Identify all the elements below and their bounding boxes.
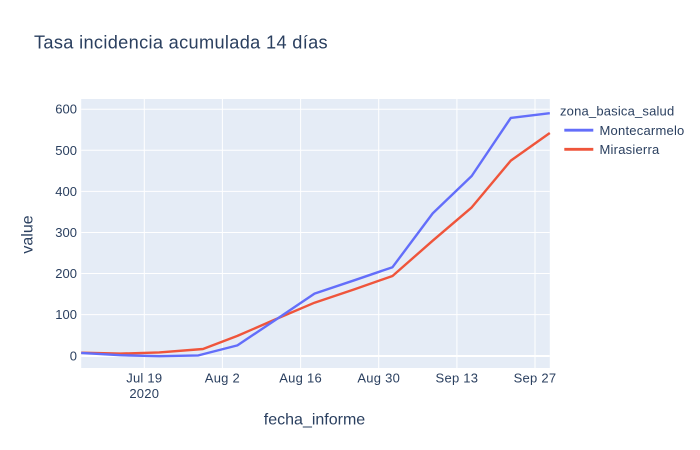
svg-text:value: value (20, 215, 37, 253)
svg-text:500: 500 (55, 143, 77, 158)
svg-text:100: 100 (55, 307, 77, 322)
svg-text:Montecarmelo: Montecarmelo (600, 123, 685, 138)
svg-text:fecha_informe: fecha_informe (264, 412, 365, 429)
svg-text:300: 300 (55, 225, 77, 240)
svg-text:Sep 13: Sep 13 (436, 371, 479, 386)
svg-text:Jul 19: Jul 19 (126, 371, 162, 386)
svg-text:Sep 27: Sep 27 (514, 371, 557, 386)
svg-text:zona_basica_salud: zona_basica_salud (560, 104, 674, 119)
svg-text:Aug 2: Aug 2 (205, 371, 240, 386)
svg-text:2020: 2020 (129, 386, 159, 401)
svg-text:0: 0 (70, 348, 77, 363)
svg-text:Aug 16: Aug 16 (279, 371, 322, 386)
svg-text:400: 400 (55, 184, 77, 199)
svg-text:Tasa incidencia acumulada 14 d: Tasa incidencia acumulada 14 días (34, 33, 328, 53)
svg-text:Aug 30: Aug 30 (357, 371, 400, 386)
svg-text:Mirasierra: Mirasierra (600, 142, 661, 157)
svg-text:600: 600 (55, 102, 77, 117)
svg-text:200: 200 (55, 266, 77, 281)
